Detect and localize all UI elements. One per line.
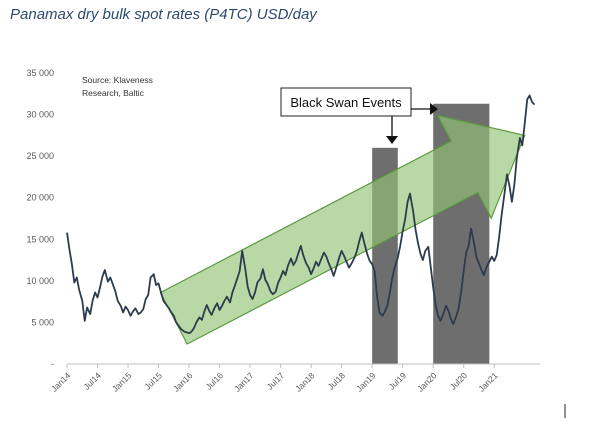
- y-tick-label: -: [51, 359, 54, 369]
- chart-title: Panamax dry bulk spot rates (P4TC) USD/d…: [10, 6, 317, 23]
- source-note-line1: Source: Klaveness: [82, 75, 153, 85]
- x-tick-label: Jan18: [293, 370, 317, 394]
- x-tick-label: Jul19: [387, 370, 409, 392]
- x-tick-label: Jan19: [354, 370, 378, 394]
- x-axis: Jan14 Jul14 Jan15 Jul15 Jan16 Jul16 Jan17 Jul17…: [49, 363, 540, 394]
- annotation-callout: Black Swan Events: [280, 87, 438, 144]
- x-tick-label: Jan14: [49, 370, 73, 394]
- y-axis: - 5 000 10 000 15 000 20 000 25 000 30 000 35 0…: [26, 68, 54, 369]
- x-tick-label: Jan17: [232, 370, 256, 394]
- x-tick-label: Jan15: [110, 370, 134, 394]
- x-tick-label: Jul20: [448, 370, 470, 392]
- x-tick-label: Jul14: [81, 370, 103, 392]
- annotation-label: Black Swan Events: [290, 95, 402, 110]
- y-tick-label: 15 000: [26, 234, 54, 244]
- x-tick-label: Jul16: [204, 370, 226, 392]
- y-tick-label: 20 000: [26, 193, 54, 203]
- y-tick-label: 30 000: [26, 110, 54, 120]
- y-tick-label: 35 000: [26, 68, 54, 78]
- x-tick-label: Jan21: [476, 370, 500, 394]
- x-tick-label: Jan20: [415, 370, 439, 394]
- trend-arrow-shape: [159, 114, 526, 345]
- y-tick-label: 10 000: [26, 276, 54, 286]
- y-tick-label: 5 000: [31, 317, 54, 327]
- annotation-arrowhead-down: [386, 136, 398, 144]
- y-tick-label: 25 000: [26, 151, 54, 161]
- x-tick-label: Jul17: [265, 370, 287, 392]
- x-tick-label: Jul18: [326, 370, 348, 392]
- trend-arrow: [159, 114, 526, 345]
- x-tick-label: Jul15: [143, 370, 165, 392]
- annotation-arrowhead-right: [430, 103, 438, 115]
- series-line-panamax-p4tc: [66, 94, 536, 335]
- x-tick-label: Jan16: [171, 370, 195, 394]
- source-note-line2: Research, Baltic: [82, 88, 145, 98]
- annotation-box: [280, 87, 412, 117]
